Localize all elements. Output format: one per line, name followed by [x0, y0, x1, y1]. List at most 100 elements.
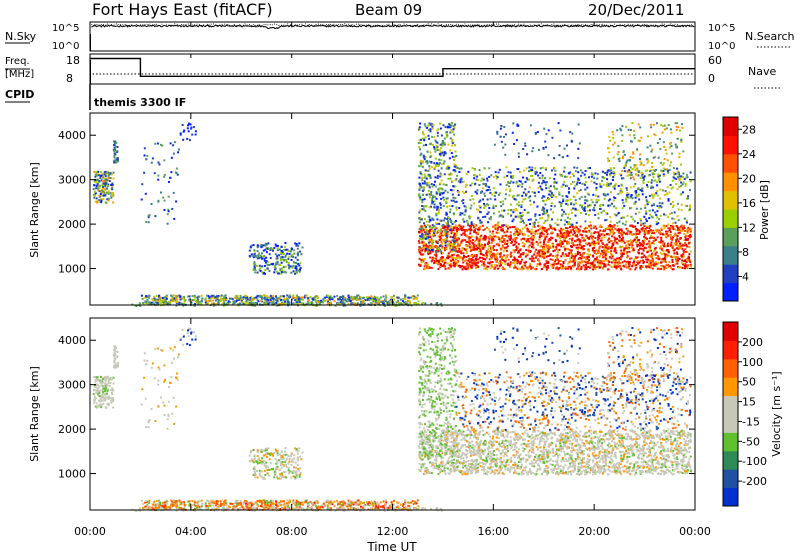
power-cell	[276, 255, 279, 258]
power-cell	[426, 233, 429, 236]
power-cell	[479, 219, 482, 222]
power-cell	[517, 259, 519, 262]
power-cell	[464, 210, 467, 213]
power-cell	[496, 264, 499, 267]
power-cell	[663, 257, 666, 259]
power-cell	[98, 200, 101, 203]
power-cell	[580, 260, 583, 263]
power-cell	[655, 229, 658, 232]
power-cell	[583, 252, 586, 254]
power-cell	[113, 147, 116, 150]
noise-ytick-bottom-left: 10^0	[52, 41, 79, 52]
power-cell	[529, 250, 532, 252]
power-cell	[684, 242, 687, 244]
power-cell	[175, 296, 178, 299]
power-cell	[261, 271, 264, 274]
power-cell	[629, 186, 632, 189]
power-cell	[280, 271, 283, 274]
power-cell	[668, 261, 671, 264]
power-cell	[427, 247, 430, 250]
power-cell	[591, 173, 593, 176]
power-cell	[606, 249, 609, 252]
power-cell	[468, 261, 471, 264]
power-cell	[500, 248, 503, 251]
power-cell	[287, 250, 290, 253]
power-cell	[648, 240, 651, 243]
power-cell	[589, 224, 592, 227]
power-cell	[105, 201, 108, 204]
power-cell	[612, 260, 615, 263]
power-cell	[618, 257, 621, 259]
power-cell	[676, 257, 679, 260]
power-cell	[193, 294, 196, 297]
power-cell	[648, 260, 651, 263]
power-cell	[408, 296, 411, 299]
power-cell	[461, 239, 464, 242]
power-cell	[595, 194, 597, 197]
power-cell	[449, 250, 452, 253]
power-cell	[457, 243, 459, 246]
power-cell	[421, 249, 424, 252]
power-cell	[567, 254, 570, 257]
power-cell	[443, 265, 446, 268]
power-cell	[174, 295, 177, 298]
power-cell	[560, 267, 563, 270]
power-cell	[588, 214, 590, 216]
power-cell	[684, 237, 687, 240]
power-cell	[645, 266, 648, 269]
power-cell	[672, 225, 675, 228]
power-cell	[443, 240, 446, 242]
power-cell	[656, 184, 659, 187]
power-cell	[402, 298, 405, 301]
power-cell	[471, 264, 474, 267]
power-cell	[437, 240, 440, 243]
power-cell	[251, 254, 254, 257]
power-cell	[422, 247, 425, 249]
power-cell	[503, 254, 506, 257]
power-cell	[604, 244, 607, 247]
power-cell	[579, 225, 582, 228]
power-cell	[141, 297, 144, 300]
power-cell	[573, 232, 576, 234]
power-cell	[471, 254, 474, 257]
power-cell	[575, 254, 578, 257]
power-cell	[574, 226, 577, 229]
power-cell	[444, 226, 447, 229]
power-cell	[501, 267, 504, 270]
power-cell	[439, 236, 442, 239]
power-cell	[675, 183, 678, 186]
power-cell	[689, 230, 692, 233]
power-cell	[572, 242, 575, 245]
power-cell	[582, 230, 584, 233]
power-cell	[572, 259, 575, 262]
power-cell	[475, 258, 478, 261]
power-cell	[504, 248, 507, 251]
power-cell	[654, 179, 657, 182]
power-cell	[393, 304, 396, 307]
power-cell	[95, 197, 98, 200]
power-cell	[572, 228, 574, 231]
power-cell	[433, 203, 436, 206]
power-cell	[607, 268, 610, 271]
power-cell	[625, 227, 628, 230]
power-cell	[534, 213, 537, 216]
power-cell	[107, 190, 110, 193]
power-cell	[222, 304, 225, 307]
power-cell	[293, 296, 296, 299]
power-cell	[525, 224, 528, 227]
power-cell	[454, 247, 457, 250]
power-cell	[487, 211, 490, 214]
power-cell	[141, 183, 144, 186]
power-cell	[499, 255, 502, 258]
power-cell	[629, 243, 632, 246]
power-cell	[478, 237, 481, 240]
power-cell	[521, 211, 524, 214]
power-cell	[613, 224, 616, 227]
power-cell	[284, 254, 287, 257]
power-cell	[467, 267, 470, 270]
power-cell	[187, 124, 189, 127]
power-cell	[687, 195, 690, 198]
power-cell	[474, 174, 477, 177]
power-cell	[541, 188, 544, 191]
power-cell	[440, 232, 443, 235]
